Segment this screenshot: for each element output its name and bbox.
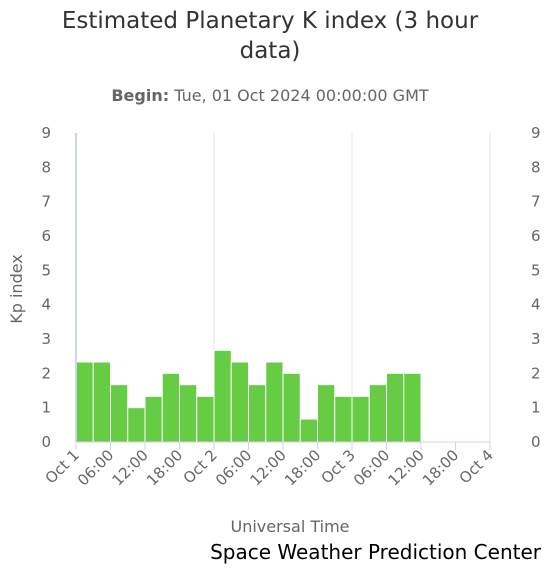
- x-tick-label: Oct 2: [180, 446, 221, 487]
- kp-bar: [144, 395, 163, 443]
- y-tick-label: 0: [41, 433, 51, 451]
- y-tick-label: 9: [41, 124, 51, 142]
- y-tick-label-right: 0: [531, 433, 541, 451]
- y-tick-label-right: 7: [531, 193, 541, 211]
- y-tick-label: 3: [41, 330, 51, 348]
- x-tick-label: 06:00: [212, 446, 255, 489]
- y-axis-right-ticks: 0 1 2 3 4 5 6 7 8 9: [531, 124, 541, 451]
- x-tick-label: 12:00: [247, 446, 290, 489]
- x-tick-label: 06:00: [74, 446, 117, 489]
- chart-title-line2: data): [240, 38, 301, 64]
- y-tick-label-right: 4: [531, 296, 541, 314]
- x-tick-label: 06:00: [350, 446, 393, 489]
- y-tick-label: 7: [41, 193, 51, 211]
- y-tick-label-right: 6: [531, 227, 541, 245]
- y-tick-label-right: 8: [531, 158, 541, 176]
- y-tick-label-right: 5: [531, 261, 541, 279]
- y-tick-label: 5: [41, 261, 51, 279]
- kp-bar: [351, 395, 370, 443]
- y-tick-label: 6: [41, 227, 51, 245]
- kp-bar: [75, 361, 94, 443]
- kp-bar: [317, 384, 336, 443]
- y-tick-label: 8: [41, 158, 51, 176]
- kp-bar: [248, 384, 267, 443]
- x-tick-label: Oct 4: [456, 446, 497, 487]
- y-tick-label: 2: [41, 364, 51, 382]
- bar-series: [75, 349, 422, 443]
- y-axis-left-ticks: 0 1 2 3 4 5 6 7 8 9: [41, 124, 51, 451]
- kp-bar: [196, 395, 215, 443]
- y-tick-label: 1: [41, 399, 51, 417]
- kp-bar: [110, 384, 129, 443]
- x-tick-label: Oct 3: [318, 446, 359, 487]
- y-tick-label-right: 1: [531, 399, 541, 417]
- kp-bar: [161, 372, 180, 443]
- x-tick-label: 18:00: [143, 446, 186, 489]
- y-tick-label-right: 3: [531, 330, 541, 348]
- x-tick-label: 12:00: [109, 446, 152, 489]
- x-tick-label: Oct 1: [42, 446, 83, 487]
- kp-bar: [299, 418, 318, 443]
- kp-bar: [386, 372, 405, 443]
- kp-bar: [265, 361, 284, 443]
- x-tick-label: 18:00: [281, 446, 324, 489]
- credit-text: Space Weather Prediction Center: [210, 540, 542, 564]
- kp-bar: [92, 361, 111, 443]
- kp-bar: [213, 349, 232, 443]
- kp-bar: [368, 384, 387, 443]
- kp-bar: [334, 395, 353, 443]
- chart-subtitle: Begin: Tue, 01 Oct 2024 00:00:00 GMT: [111, 86, 429, 105]
- x-tick-label: 12:00: [385, 446, 428, 489]
- x-tick-label: 18:00: [419, 446, 462, 489]
- y-tick-label-right: 2: [531, 364, 541, 382]
- kp-bar: [127, 407, 146, 443]
- subtitle-value: Tue, 01 Oct 2024 00:00:00 GMT: [173, 86, 429, 105]
- kp-bar: [179, 384, 198, 443]
- kp-bar: [282, 372, 301, 443]
- x-axis-title: Universal Time: [230, 517, 349, 536]
- chart-title-line1: Estimated Planetary K index (3 hour: [62, 8, 479, 34]
- kp-bar: [403, 372, 422, 443]
- subtitle-label: Begin:: [111, 86, 169, 105]
- y-tick-label: 4: [41, 296, 51, 314]
- y-axis-title: Kp index: [7, 254, 26, 324]
- kp-bar: [230, 361, 249, 443]
- y-tick-label-right: 9: [531, 124, 541, 142]
